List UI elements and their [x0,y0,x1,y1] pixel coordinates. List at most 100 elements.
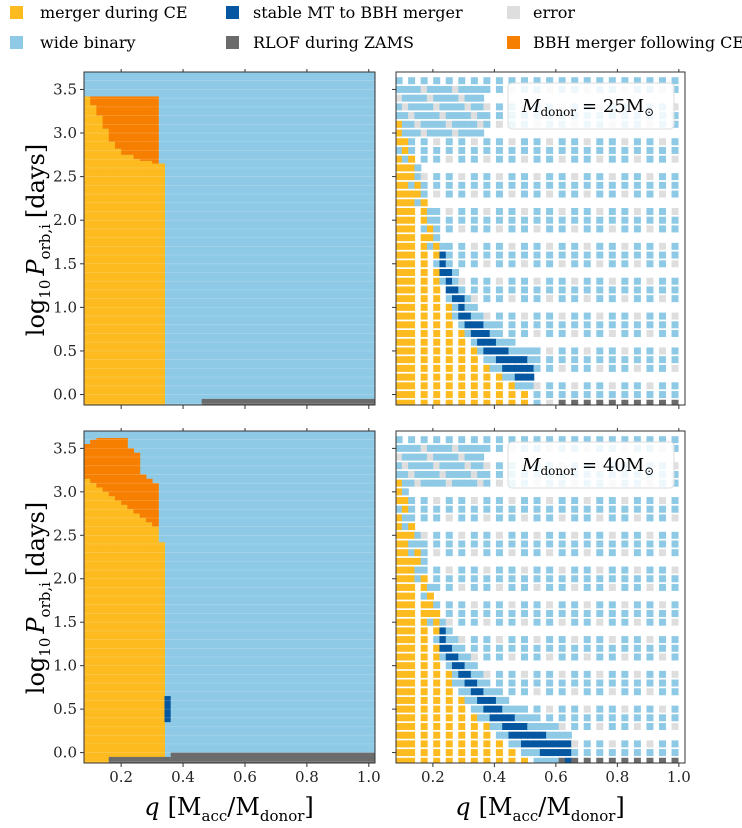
point-merger [408,696,416,704]
point-wide [483,173,491,181]
point-wide [546,207,554,215]
point-wide [671,173,679,181]
point-stable [439,251,447,259]
point-wide [633,138,641,146]
point-merger [433,627,441,635]
point-wide [521,286,529,294]
point-wide [483,679,491,687]
point-wide [633,610,641,618]
point-wide [477,112,485,120]
y-tick-label: 2.0 [53,570,77,588]
point-wide [470,120,478,128]
point-wide [433,207,441,215]
point-error [596,566,604,574]
point-error [483,207,491,215]
point-wide [596,138,604,146]
point-wide [621,514,629,522]
point-wide [396,436,403,444]
point-error [596,364,604,372]
point-wide [558,688,566,696]
point-wide [608,138,616,146]
point-error [658,705,666,713]
point-wide [426,216,434,224]
point-wide [445,505,453,513]
point-wide [452,312,460,320]
point-merger [396,636,403,644]
point-stable [527,731,535,739]
point-merger [408,627,416,635]
point-wide [633,356,641,364]
point-wide [571,514,579,522]
point-wide [608,260,616,268]
point-error [445,514,453,522]
point-merger [420,749,428,757]
point-stable [558,749,566,757]
point-merger [401,138,409,146]
point-merger [521,757,529,763]
point-wide [621,583,629,591]
point-wide [470,207,478,215]
point-merger [433,749,441,757]
point-merger [408,234,416,242]
point-wide [458,260,466,268]
point-wide [546,514,554,522]
point-wide [527,382,535,390]
point-error [470,112,478,120]
point-error [671,462,679,470]
plot-frame [83,71,376,406]
point-wide [495,312,503,320]
point-wide [483,225,491,233]
point-wide [433,531,441,539]
point-wide [608,610,616,618]
point-wide [483,112,491,120]
point-merger [420,347,428,355]
region-merger [84,96,91,405]
point-merger [408,575,416,583]
point-wide [571,601,579,609]
point-merger [433,347,441,355]
point-wide [470,575,478,583]
point-wide [646,705,654,713]
point-merger [408,731,416,739]
point-wide [658,505,666,513]
point-stable [489,714,497,722]
point-error [458,583,466,591]
point-wide [608,364,616,372]
point-wide [502,338,510,346]
point-wide [452,268,460,276]
point-wide [420,155,428,163]
point-merger [445,749,453,757]
point-merger [470,399,478,405]
point-wide [671,295,679,303]
point-wide [596,347,604,355]
point-wide [596,688,604,696]
point-merger [420,705,428,713]
point-merger [408,557,416,565]
point-wide [426,470,434,478]
point-wide [558,321,566,329]
point-merger [401,173,409,181]
point-merger [396,497,403,505]
point-wide [546,155,554,163]
point-wide [483,531,491,539]
point-stable [445,268,453,276]
point-wide [533,497,541,505]
point-wide [477,453,485,461]
point-error [458,636,466,644]
point-stable [564,749,572,757]
point-wide [633,653,641,661]
point-wide [608,549,616,557]
point-wide [608,391,616,399]
point-error [396,94,403,102]
point-wide [464,94,472,102]
point-wide [433,505,441,513]
point-stable [502,364,510,372]
point-wide [495,207,503,215]
point-merger [401,286,409,294]
point-merger [408,531,416,539]
point-wide [571,260,579,268]
point-stable [539,740,547,748]
point-wide [452,94,460,102]
point-stable [445,653,453,661]
point-stable [539,749,547,757]
